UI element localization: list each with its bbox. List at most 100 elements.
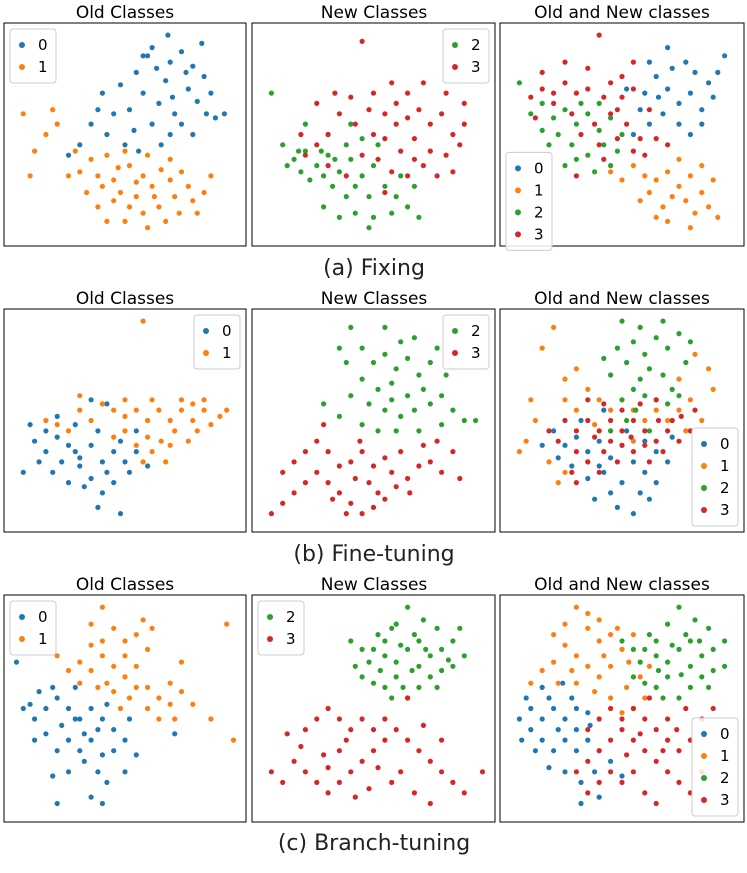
- class-1-point: [562, 469, 568, 475]
- class-0-point: [99, 90, 105, 96]
- class-2-point: [375, 428, 381, 434]
- class-0-point: [619, 773, 625, 779]
- class-0-point: [95, 107, 101, 113]
- class-2-point: [624, 417, 630, 424]
- class-1-point: [77, 393, 83, 399]
- class-1-point: [596, 617, 602, 623]
- class-3-point: [427, 800, 433, 807]
- class-3-point: [653, 800, 659, 807]
- legend-label-3: 3: [471, 344, 481, 362]
- class-0-point: [592, 769, 598, 775]
- class-3-point: [628, 434, 634, 440]
- class-2-point: [683, 359, 689, 366]
- class-3-point: [596, 32, 602, 38]
- class-3-point: [411, 136, 417, 142]
- class-2-point: [630, 386, 637, 392]
- class-1-point: [596, 638, 602, 644]
- legend-label-1: 1: [720, 747, 730, 765]
- class-1-point: [77, 407, 83, 413]
- class-1-point: [140, 459, 146, 465]
- class-3-point: [546, 428, 552, 434]
- class-1-point: [528, 680, 534, 686]
- class-3-point: [578, 131, 584, 138]
- class-0-point: [614, 504, 621, 510]
- class-2-point: [596, 100, 602, 106]
- class-1-point: [710, 177, 716, 183]
- class-0-point: [167, 59, 173, 65]
- class-3-point: [630, 417, 637, 424]
- class-3-point: [660, 748, 666, 754]
- class-2-point: [699, 653, 705, 659]
- class-0-point: [528, 705, 534, 712]
- class-1-point: [573, 407, 580, 413]
- class-0-point: [88, 475, 94, 482]
- class-2-point: [608, 163, 614, 169]
- class-0-point: [573, 434, 580, 440]
- class-3-point: [314, 779, 320, 786]
- class-0-point: [706, 80, 712, 86]
- class-0-point: [169, 94, 176, 100]
- class-2-point: [398, 413, 404, 419]
- class-0-point: [523, 695, 529, 701]
- class-3-point: [325, 705, 331, 712]
- class-0-point: [190, 131, 196, 138]
- class-0-point: [660, 111, 666, 117]
- class-2-point: [325, 152, 331, 158]
- class-0-point: [77, 455, 83, 461]
- class-3-point: [653, 397, 659, 403]
- class-2-point: [359, 674, 365, 680]
- legend-label-2: 2: [471, 36, 481, 54]
- class-1-point: [608, 407, 614, 413]
- class-2-point: [352, 663, 358, 669]
- legend-marker-3: [701, 507, 707, 513]
- class-0-point: [158, 142, 164, 148]
- class-2-point: [343, 359, 349, 366]
- class-3-point: [325, 790, 331, 796]
- class-0-point: [624, 428, 630, 434]
- class-1-point: [230, 737, 237, 743]
- legend-marker-0: [19, 614, 25, 620]
- class-1-point: [88, 621, 94, 627]
- class-2-point: [676, 646, 682, 653]
- class-3-point: [330, 496, 336, 502]
- legend-box: [691, 427, 739, 527]
- class-2-point: [642, 680, 648, 686]
- class-3-point: [569, 111, 575, 117]
- class-0-point: [54, 413, 60, 419]
- class-0-point: [145, 463, 151, 469]
- class-1-point: [140, 210, 146, 216]
- class-3-point: [457, 142, 463, 148]
- class-0-point: [111, 480, 117, 486]
- class-2-point: [336, 345, 342, 351]
- class-2-point: [434, 625, 440, 631]
- class-1-point: [562, 376, 568, 382]
- class-3-point: [280, 500, 286, 506]
- legend-marker-2: [452, 42, 458, 48]
- class-2-point: [630, 646, 637, 653]
- class-0-point: [126, 469, 133, 475]
- class-1-point: [194, 210, 200, 216]
- class-3-point: [393, 121, 399, 127]
- class-3-point: [601, 94, 607, 100]
- class-3-point: [434, 438, 440, 444]
- legend-label-3: 3: [286, 630, 296, 648]
- class-0-point: [637, 107, 643, 113]
- class-1-point: [65, 667, 72, 674]
- class-2-point: [596, 127, 602, 133]
- class-2-point: [683, 632, 689, 638]
- class-1-point: [77, 680, 83, 686]
- class-2-point: [624, 359, 630, 366]
- class-3-point: [619, 779, 625, 786]
- class-2-point: [653, 638, 659, 644]
- class-3-point: [678, 413, 684, 419]
- panel-frame: [3, 594, 247, 823]
- class-1-point: [224, 407, 230, 413]
- class-1-point: [539, 345, 545, 351]
- class-1-point: [546, 459, 552, 465]
- class-3-point: [653, 727, 659, 733]
- class-3-point: [343, 510, 349, 517]
- class-0-point: [578, 800, 584, 807]
- class-1-point: [99, 401, 105, 407]
- class-3-point: [291, 758, 297, 764]
- class-1-point: [126, 163, 133, 169]
